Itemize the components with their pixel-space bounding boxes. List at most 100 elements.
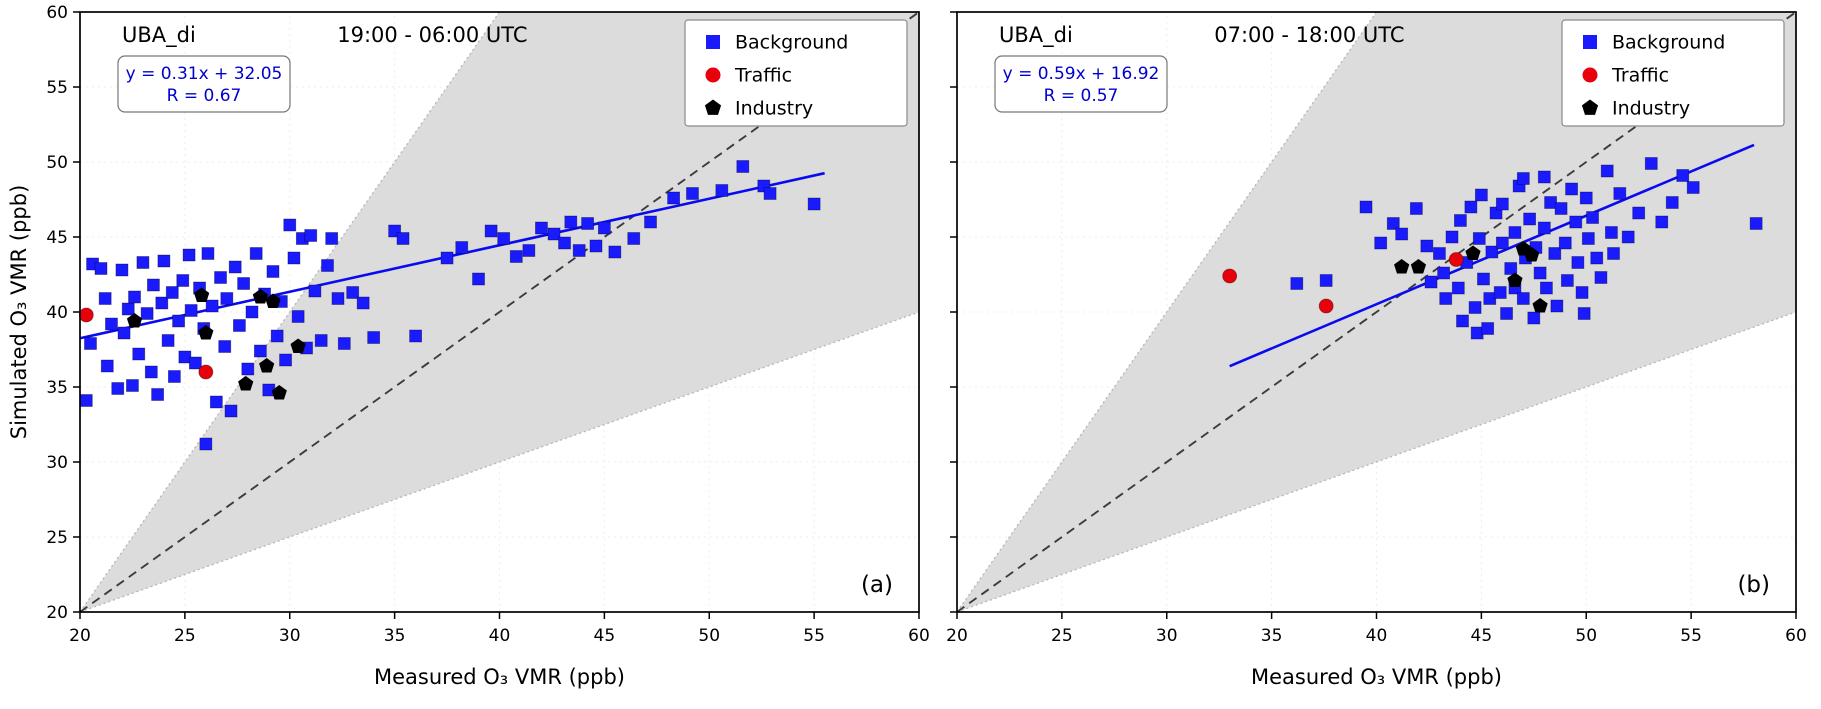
x-tick-label: 55 bbox=[1680, 626, 1702, 646]
legend-box bbox=[1561, 19, 1785, 127]
data-point bbox=[564, 215, 578, 229]
data-point bbox=[1548, 247, 1562, 260]
y-tick-label: 45 bbox=[46, 228, 68, 248]
data-point bbox=[409, 329, 423, 343]
data-point bbox=[218, 340, 232, 353]
data-point bbox=[290, 338, 306, 353]
series-background bbox=[79, 160, 821, 451]
legend: Background Traffic Industry bbox=[684, 19, 908, 127]
data-point bbox=[1565, 182, 1578, 196]
data-point bbox=[1532, 298, 1548, 313]
time-range-label: 19:00 - 06:00 UTC bbox=[337, 23, 527, 47]
data-point bbox=[1607, 247, 1620, 260]
data-point bbox=[1621, 230, 1635, 244]
x-tick-label: 40 bbox=[1366, 626, 1388, 646]
data-point bbox=[1558, 236, 1572, 250]
data-point bbox=[1474, 188, 1488, 202]
data-point bbox=[172, 314, 185, 328]
data-point bbox=[84, 337, 97, 350]
data-point bbox=[214, 271, 227, 284]
data-point bbox=[270, 329, 284, 343]
station-label: UBA_di bbox=[122, 23, 196, 48]
x-tick-label: 45 bbox=[594, 626, 616, 646]
data-point bbox=[440, 251, 454, 265]
data-point bbox=[266, 265, 280, 278]
data-point bbox=[304, 229, 318, 242]
data-point bbox=[157, 254, 171, 268]
data-point bbox=[105, 317, 118, 331]
data-point bbox=[1571, 256, 1585, 269]
y-tick-label: 30 bbox=[46, 453, 68, 473]
y-tick-label: 40 bbox=[46, 303, 68, 323]
data-point bbox=[220, 292, 234, 305]
x-tick-label: 30 bbox=[279, 626, 301, 646]
data-point bbox=[1485, 245, 1499, 259]
data-point bbox=[291, 310, 305, 323]
data-point bbox=[287, 251, 301, 265]
data-point bbox=[547, 227, 561, 241]
data-point bbox=[126, 313, 143, 328]
data-point bbox=[188, 356, 202, 370]
data-point bbox=[455, 241, 469, 254]
data-point bbox=[1420, 239, 1434, 253]
data-point bbox=[198, 364, 214, 380]
data-point bbox=[199, 437, 213, 451]
envelope-lower-edge bbox=[79, 311, 920, 613]
data-point bbox=[715, 184, 729, 197]
time-range-label: 07:00 - 18:00 UTC bbox=[1214, 23, 1404, 47]
fit-equation: y = 0.59x + 16.92 bbox=[1003, 64, 1160, 84]
data-point bbox=[1539, 281, 1553, 295]
data-point bbox=[184, 304, 198, 317]
data-point bbox=[115, 263, 129, 277]
legend-pentagon-icon bbox=[704, 99, 722, 115]
data-point bbox=[1600, 164, 1614, 178]
data-point bbox=[98, 292, 112, 305]
data-point bbox=[1448, 252, 1464, 267]
data-point bbox=[325, 232, 339, 245]
envelope-lower-edge bbox=[956, 311, 1797, 613]
data-point bbox=[1655, 215, 1669, 229]
data-point bbox=[201, 247, 215, 260]
data-point bbox=[252, 289, 268, 304]
legend-circle-icon bbox=[705, 67, 721, 83]
data-point bbox=[271, 385, 287, 400]
legend-pentagon-icon bbox=[1581, 99, 1599, 115]
data-point bbox=[132, 347, 146, 361]
data-point bbox=[283, 218, 297, 232]
fit-annotation-box bbox=[117, 55, 291, 113]
x-tick-label: 35 bbox=[384, 626, 406, 646]
x-tick-label: 50 bbox=[698, 626, 720, 646]
data-point bbox=[224, 404, 238, 418]
legend-item-label: Traffic bbox=[734, 65, 792, 87]
data-point bbox=[1569, 215, 1583, 229]
data-point bbox=[509, 250, 523, 263]
station-label: UBA_di bbox=[999, 23, 1073, 48]
data-point bbox=[558, 236, 571, 250]
data-point bbox=[1290, 277, 1304, 290]
data-point bbox=[1686, 181, 1700, 194]
data-point bbox=[1508, 226, 1522, 239]
data-point bbox=[1495, 197, 1509, 211]
data-point bbox=[249, 247, 263, 260]
data-point bbox=[1424, 275, 1438, 289]
panel-b: 20 25 30 35 40 45 50 55 60 Measured O₃ VMR (ppb) U… bbox=[946, 11, 1807, 689]
legend-box bbox=[684, 19, 908, 127]
data-point bbox=[1451, 281, 1465, 295]
panel-a: 20 25 30 35 40 45 50 55 60 20 25 30 35 40 45 50 55 60 Meas… bbox=[46, 3, 929, 689]
data-point bbox=[94, 262, 108, 275]
data-point bbox=[1516, 292, 1530, 305]
data-point bbox=[1507, 272, 1523, 287]
envelope-upper-edge bbox=[956, 11, 1378, 613]
data-point bbox=[161, 334, 175, 347]
legend-item-label: Background bbox=[1612, 32, 1725, 54]
x-tick-label: 45 bbox=[1471, 626, 1493, 646]
data-point bbox=[1554, 202, 1568, 215]
y-tick-label: 20 bbox=[46, 603, 68, 623]
data-point bbox=[1537, 221, 1551, 235]
series-industry bbox=[1394, 241, 1548, 313]
data-point bbox=[1409, 202, 1423, 215]
data-point bbox=[1445, 230, 1459, 244]
y-tick-label: 50 bbox=[46, 153, 68, 173]
data-point bbox=[245, 305, 259, 319]
